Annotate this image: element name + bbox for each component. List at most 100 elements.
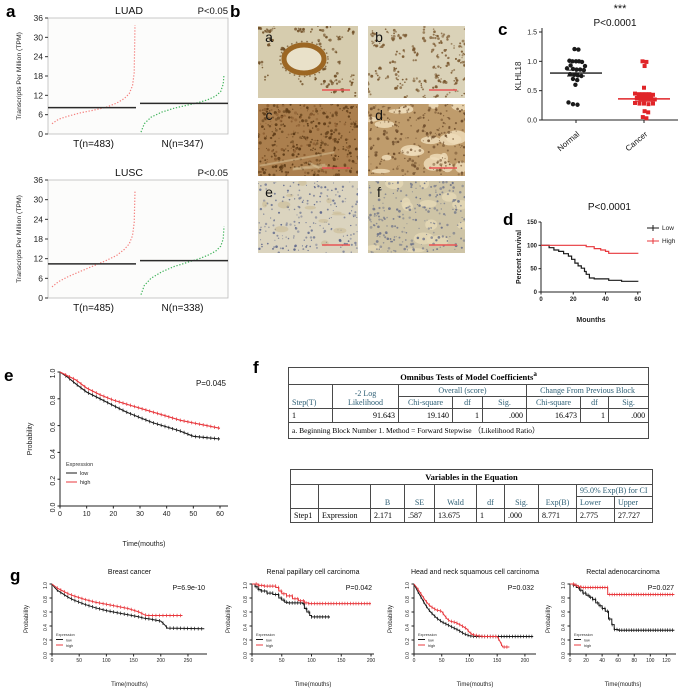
svg-text:Time(mouths): Time(mouths)	[295, 682, 332, 688]
ihc-image-e: e	[258, 181, 358, 253]
svg-text:Time(mouths): Time(mouths)	[123, 541, 166, 548]
svg-text:18: 18	[34, 71, 44, 81]
svg-text:P<0.0001: P<0.0001	[588, 202, 632, 213]
svg-text:0: 0	[58, 511, 62, 518]
svg-text:N(n=347): N(n=347)	[162, 139, 204, 150]
svg-text:20: 20	[570, 297, 577, 303]
svg-text:P=0.042: P=0.042	[346, 585, 372, 592]
svg-text:a: a	[265, 29, 273, 45]
svg-text:low: low	[584, 639, 590, 643]
omnibus-title: Omnibus Tests of Model Coefficientsa	[287, 367, 650, 385]
svg-text:f: f	[377, 184, 381, 200]
svg-text:50: 50	[439, 658, 445, 664]
svg-text:50: 50	[279, 658, 285, 664]
cell-b: 2.171	[370, 508, 405, 523]
cell-df: 1	[476, 508, 505, 523]
svg-text:60: 60	[216, 511, 224, 518]
svg-text:Breast cancer: Breast cancer	[108, 569, 152, 576]
cell-overall-sig: .000	[482, 407, 527, 423]
ihc-image-a: a	[258, 26, 358, 98]
svg-text:0.4: 0.4	[43, 624, 49, 631]
ihc-image-d: d	[368, 104, 465, 176]
svg-text:0.4: 0.4	[50, 449, 57, 459]
panel-label-a: a	[6, 2, 16, 21]
svg-text:0: 0	[38, 293, 43, 303]
lusc-expression-chart: 0 6 12 18 24 30 36 LUSC P<0.05 Transcripts Per Mi…	[16, 167, 229, 314]
svg-text:150: 150	[129, 658, 138, 664]
svg-text:LUAD: LUAD	[115, 5, 143, 17]
svg-text:Time(mouths): Time(mouths)	[457, 682, 494, 688]
svg-text:0.8: 0.8	[43, 596, 49, 603]
svg-text:Probability: Probability	[546, 605, 552, 633]
col-df-1: df	[452, 395, 483, 409]
svg-text:60: 60	[615, 658, 621, 664]
svg-text:100: 100	[307, 658, 316, 664]
svg-text:36: 36	[34, 13, 44, 23]
svg-text:Transcripts Per Million (TPM): Transcripts Per Million (TPM)	[16, 32, 23, 120]
svg-text:e: e	[265, 184, 273, 200]
blank-cell-1	[290, 484, 319, 509]
cell-expb: 8.771	[538, 508, 577, 523]
svg-text:1.0: 1.0	[43, 582, 49, 589]
svg-text:0.6: 0.6	[50, 422, 57, 432]
svg-text:6: 6	[38, 110, 43, 120]
svg-text:1.5: 1.5	[527, 30, 537, 37]
cell-se: .587	[404, 508, 435, 523]
svg-text:0.8: 0.8	[243, 596, 249, 603]
svg-text:150: 150	[337, 658, 346, 664]
svg-text:18: 18	[34, 234, 44, 244]
cell-overall-df: 1	[452, 407, 483, 423]
svg-text:0: 0	[534, 290, 538, 296]
svg-text:P<0.0001: P<0.0001	[593, 18, 637, 29]
svg-text:0.0: 0.0	[50, 503, 57, 513]
omnibus-footnote: a. Beginning Block Number 1. Method = Fo…	[287, 421, 650, 439]
svg-text:0: 0	[51, 658, 54, 664]
svg-text:24: 24	[34, 52, 44, 62]
svg-text:0.4: 0.4	[561, 624, 567, 631]
svg-text:High: High	[662, 238, 676, 245]
svg-text:0.8: 0.8	[405, 596, 411, 603]
cell-change-sig: .000	[607, 407, 650, 423]
svg-text:0.4: 0.4	[405, 624, 411, 631]
cell-lower: 2.775	[576, 508, 615, 523]
svg-text:Head and neck squamous cell ca: Head and neck squamous cell carcinoma	[411, 569, 539, 576]
svg-text:***: ***	[614, 3, 628, 15]
cell-step1: Step1	[290, 508, 319, 523]
svg-text:0.0: 0.0	[527, 118, 537, 125]
svg-text:0.0: 0.0	[561, 652, 567, 659]
svg-text:0.4: 0.4	[243, 624, 249, 631]
svg-text:0.0: 0.0	[43, 652, 49, 659]
svg-text:1.0: 1.0	[561, 582, 567, 589]
ihc-image-c: c	[258, 104, 358, 176]
svg-text:P<0.05: P<0.05	[198, 6, 228, 17]
svg-text:120: 120	[662, 658, 671, 664]
col-upper: Upper	[613, 496, 654, 509]
col-chisq-2: Chi-square	[526, 395, 581, 409]
col-se: SE	[404, 484, 435, 509]
svg-text:Mounths: Mounths	[576, 317, 605, 324]
svg-text:36: 36	[34, 175, 44, 185]
svg-text:0.6: 0.6	[405, 610, 411, 617]
col-sig: Sig.	[504, 484, 539, 509]
cell-likelihood: 91.643	[332, 407, 399, 423]
km-head-neck: 0.0 0.2 0.4 0.6 0.8 1.0 0 50 100 150 200 Head and n…	[388, 569, 539, 688]
col-2log-likelihood: -2 Log Likelihood	[332, 383, 399, 409]
svg-text:40: 40	[163, 511, 171, 518]
svg-text:30: 30	[34, 32, 44, 42]
svg-text:c: c	[266, 107, 273, 123]
svg-text:Time(mouths): Time(mouths)	[111, 682, 148, 688]
svg-text:Expression: Expression	[574, 633, 593, 637]
svg-text:1.0: 1.0	[50, 369, 57, 379]
svg-text:1.0: 1.0	[243, 582, 249, 589]
svg-text:d: d	[375, 107, 383, 123]
omnibus-table-wrap: Omnibus Tests of Model Coefficientsa Ste…	[287, 367, 650, 439]
col-df-2: df	[580, 395, 609, 409]
svg-text:KLHL18: KLHL18	[514, 61, 523, 90]
svg-text:T(n=485): T(n=485)	[73, 303, 114, 314]
svg-text:24: 24	[34, 214, 44, 224]
survival-curve-e: 0.0 0.2 0.4 0.6 0.8 1.0 0 10 20 30 40 50 60 P=0.045 Ti…	[27, 369, 228, 548]
svg-text:high: high	[266, 644, 273, 648]
svg-text:80: 80	[631, 658, 637, 664]
panel-label-f: f	[253, 358, 259, 377]
ihc-image-f: f	[368, 181, 465, 253]
